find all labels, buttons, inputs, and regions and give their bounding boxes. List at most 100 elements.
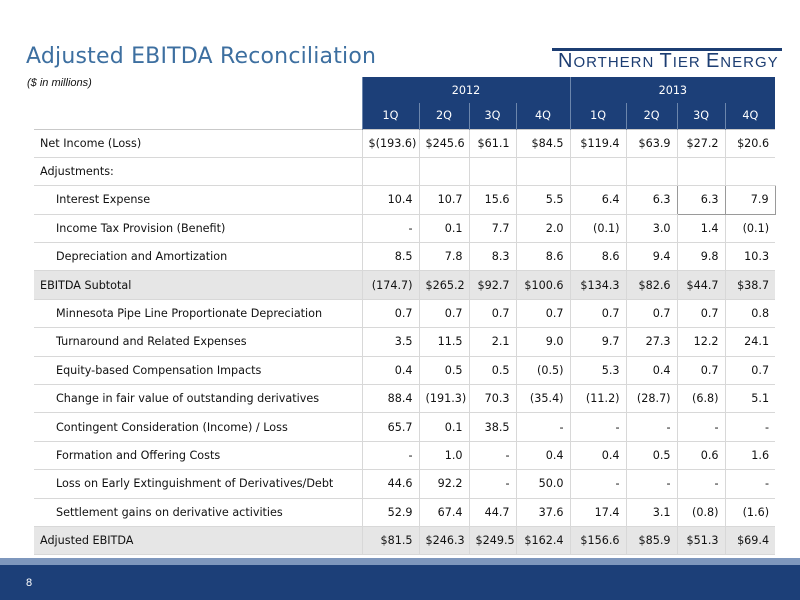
value-cell: 9.7 (569, 327, 627, 357)
value-cell: $162.4 (515, 526, 571, 556)
value-cell: 15.6 (468, 185, 516, 215)
table-row: Interest Expense 10.4 10.7 15.6 5.5 6.4 6.3 6.3… (34, 185, 776, 215)
value-cell: 0.6 (676, 441, 726, 471)
value-cell: 11.5 (418, 327, 469, 357)
value-cell: (191.3) (418, 384, 469, 414)
value-cell: 38.5 (468, 412, 516, 442)
value-cell: 44.7 (468, 498, 516, 527)
quarter-header: 2Q (418, 103, 469, 129)
year-header-2013: 2013 (569, 77, 776, 103)
value-cell: 50.0 (515, 469, 571, 499)
value-cell: 65.7 (361, 412, 419, 442)
value-cell: 5.1 (724, 384, 776, 414)
value-cell: $245.6 (418, 128, 469, 158)
value-cell: $84.5 (515, 128, 571, 158)
value-cell: $81.5 (361, 526, 419, 556)
value-cell: 0.5 (468, 356, 516, 386)
value-cell: 10.4 (361, 185, 419, 215)
value-cell: $27.2 (676, 128, 726, 158)
value-cell: 3.0 (625, 214, 678, 244)
value-cell: 6.3 (676, 185, 726, 215)
table-row: EBITDA Subtotal (174.7) $265.2 $92.7 $100.6 $… (34, 270, 776, 300)
header-blank (34, 103, 362, 129)
value-cell: 0.5 (418, 356, 469, 386)
header-blank (34, 77, 362, 103)
value-cell (361, 157, 419, 187)
value-cell: 37.6 (515, 498, 571, 527)
value-cell: 27.3 (625, 327, 678, 357)
table-row: Turnaround and Related Expenses 3.5 11.5 2.… (34, 327, 776, 357)
value-cell: 1.4 (676, 214, 726, 244)
value-cell: $51.3 (676, 526, 726, 556)
value-cell: 3.5 (361, 327, 419, 357)
value-cell: $61.1 (468, 128, 516, 158)
row-label: Adjustments: (34, 157, 362, 187)
value-cell: 12.2 (676, 327, 726, 357)
value-cell: $(193.6) (361, 128, 419, 158)
table-row: Income Tax Provision (Benefit) -0.1 7.7 2.0… (34, 214, 776, 244)
quarter-header: 4Q (724, 103, 776, 129)
row-label: Contingent Consideration (Income) / Loss (34, 412, 362, 442)
value-cell: 0.7 (569, 299, 627, 329)
quarter-header: 1Q (361, 103, 419, 129)
quarter-header: 1Q (569, 103, 627, 129)
quarter-header: 3Q (676, 103, 726, 129)
value-cell: $246.3 (418, 526, 469, 556)
units-note: ($ in millions) (27, 77, 92, 89)
value-cell: 0.7 (468, 299, 516, 329)
value-cell: $44.7 (676, 270, 726, 300)
quarter-header: 4Q (515, 103, 571, 129)
value-cell: 9.0 (515, 327, 571, 357)
value-cell: 8.3 (468, 242, 516, 272)
year-header-2012: 2012 (361, 77, 571, 103)
value-cell (515, 157, 571, 187)
value-cell: 0.1 (418, 214, 469, 244)
value-cell: (174.7) (361, 270, 419, 300)
value-cell: 6.3 (625, 185, 678, 215)
table-row: Adjusted EBITDA $81.5 $246.3 $249.5 $162.4 $1… (34, 526, 776, 556)
value-cell (724, 157, 776, 187)
value-cell: 0.1 (418, 412, 469, 442)
value-cell: 0.7 (625, 299, 678, 329)
footer-bar (0, 565, 800, 600)
value-cell: 0.7 (418, 299, 469, 329)
row-label: Income Tax Provision (Benefit) (34, 214, 362, 244)
value-cell: 0.4 (515, 441, 571, 471)
row-label: Formation and Offering Costs (34, 441, 362, 471)
value-cell: $134.3 (569, 270, 627, 300)
value-cell: 10.7 (418, 185, 469, 215)
value-cell: 24.1 (724, 327, 776, 357)
value-cell: $85.9 (625, 526, 678, 556)
value-cell (625, 157, 678, 187)
ebitda-reconciliation-table: 2012 2013 1Q 2Q 3Q 4Q 1Q 2Q 3Q 4Q Net In… (34, 77, 776, 556)
row-label: Depreciation and Amortization (34, 242, 362, 272)
value-cell: - (569, 469, 627, 499)
table-row: Settlement gains on derivative activitie… (34, 498, 776, 527)
value-cell: 52.9 (361, 498, 419, 527)
row-label: EBITDA Subtotal (34, 270, 362, 300)
value-cell: (0.8) (676, 498, 726, 527)
value-cell: 9.4 (625, 242, 678, 272)
value-cell: (11.2) (569, 384, 627, 414)
value-cell: - (468, 469, 516, 499)
row-label: Net Income (Loss) (34, 128, 362, 158)
value-cell: - (569, 412, 627, 442)
row-label: Loss on Early Extinguishment of Derivati… (34, 469, 362, 499)
table-row: Equity-based Compensation Impacts 0.4 0.5 0… (34, 356, 776, 386)
value-cell: 2.0 (515, 214, 571, 244)
value-cell: 9.8 (676, 242, 726, 272)
table-row: Formation and Offering Costs -1.0-0.4 0.4 0… (34, 441, 776, 471)
page-title: Adjusted EBITDA Reconciliation (26, 44, 377, 69)
value-cell: 88.4 (361, 384, 419, 414)
value-cell: $100.6 (515, 270, 571, 300)
value-cell: (1.6) (724, 498, 776, 527)
row-label: Settlement gains on derivative activitie… (34, 498, 362, 527)
value-cell: 0.7 (361, 299, 419, 329)
value-cell: - (468, 441, 516, 471)
value-cell: 0.7 (515, 299, 571, 329)
value-cell (569, 157, 627, 187)
quarter-header: 2Q (625, 103, 678, 129)
value-cell (418, 157, 469, 187)
value-cell: 0.7 (676, 299, 726, 329)
value-cell: - (361, 214, 419, 244)
